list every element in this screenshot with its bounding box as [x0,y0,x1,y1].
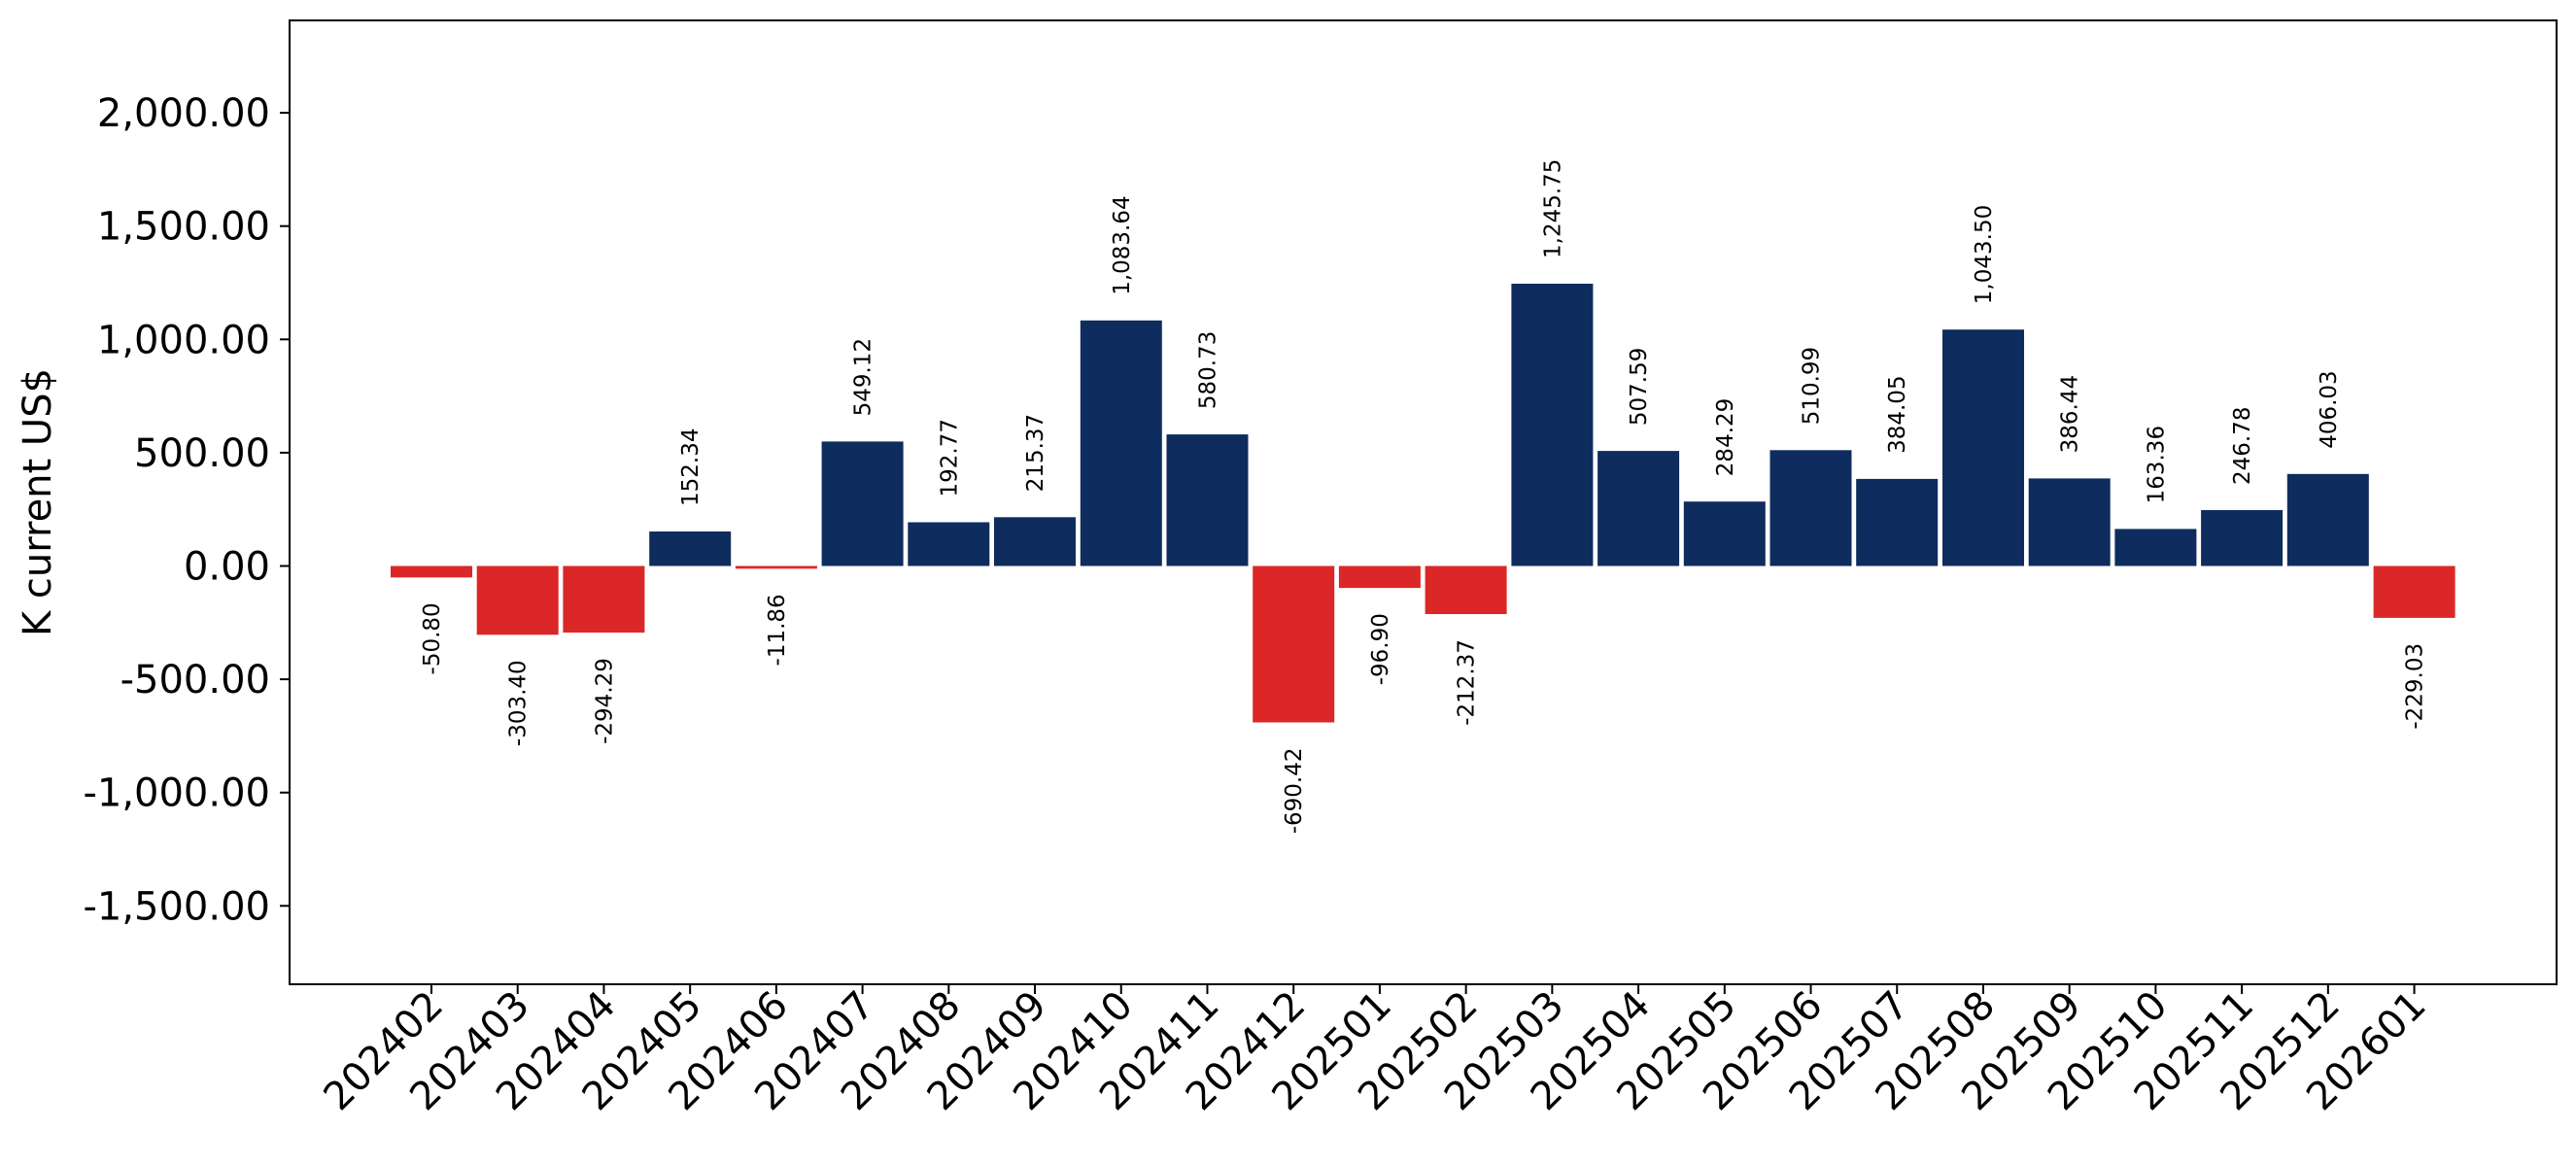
data-label: 510.99 [1800,347,1825,425]
bar [1425,565,1507,614]
y-tick-label: 500.00 [134,431,270,476]
data-label: 507.59 [1627,348,1652,426]
bar [1856,478,1939,566]
data-label: -294.29 [592,658,617,744]
data-label: 192.77 [937,419,962,497]
data-label: 1,083.64 [1110,195,1135,294]
bar [2114,529,2197,566]
bar [1511,284,1594,566]
data-label: 406.03 [2317,370,2342,448]
bar [1338,565,1421,589]
data-label: -229.03 [2403,643,2428,730]
bar [1166,434,1249,566]
y-axis-title: K current US$ [16,368,60,636]
y-tick-label: 1,000.00 [97,318,270,362]
data-label: -96.90 [1368,613,1393,685]
data-label: 215.37 [1023,414,1048,492]
bar [2373,565,2456,618]
bar [649,531,732,566]
bar [1080,320,1162,566]
y-tick-label: -1,500.00 [83,884,270,929]
bar [2286,473,2369,566]
data-label: -690.42 [1282,748,1307,835]
data-label: 152.34 [678,428,704,506]
y-tick-label: 0.00 [184,545,270,590]
data-label: -11.86 [765,594,790,666]
bar [563,565,645,634]
bar [1683,501,1766,566]
data-label: 386.44 [2058,375,2083,453]
y-tick-label: 2,000.00 [97,91,270,136]
bar [476,565,559,635]
bar-series [391,284,2456,723]
data-label: -50.80 [420,602,445,674]
bar [1769,450,1852,566]
plot-frame [289,19,2558,985]
data-label: 163.36 [2144,426,2169,503]
bar [994,517,1076,566]
data-label: 549.12 [851,338,876,416]
y-tick-label: 1,500.00 [97,205,270,250]
data-label: 246.78 [2230,407,2255,485]
bar [735,565,817,569]
data-label: 580.73 [1195,331,1220,409]
bar [821,441,904,566]
data-label: 1,043.50 [1972,205,1997,304]
bar [1942,329,2024,566]
data-label: 384.05 [1885,375,1910,453]
data-label: 284.29 [1713,398,1738,476]
y-tick-label: -500.00 [120,658,270,702]
bar [1597,451,1680,566]
y-axis: -1,500.00 -1,000.00 -500.00 0.00 500.00 1,000… [83,91,290,929]
bar [391,565,472,578]
bar [908,522,990,566]
y-tick-label: -1,000.00 [83,771,270,816]
data-label-group: -50.80 -303.40 -294.29 152.34 -11.86 549.12 19… [420,159,2428,835]
bar [2028,478,2111,566]
data-label: -303.40 [506,660,532,746]
data-label: -212.37 [1455,639,1480,726]
bar [2201,510,2284,566]
bar [1253,565,1335,723]
data-label: 1,245.75 [1540,159,1565,258]
